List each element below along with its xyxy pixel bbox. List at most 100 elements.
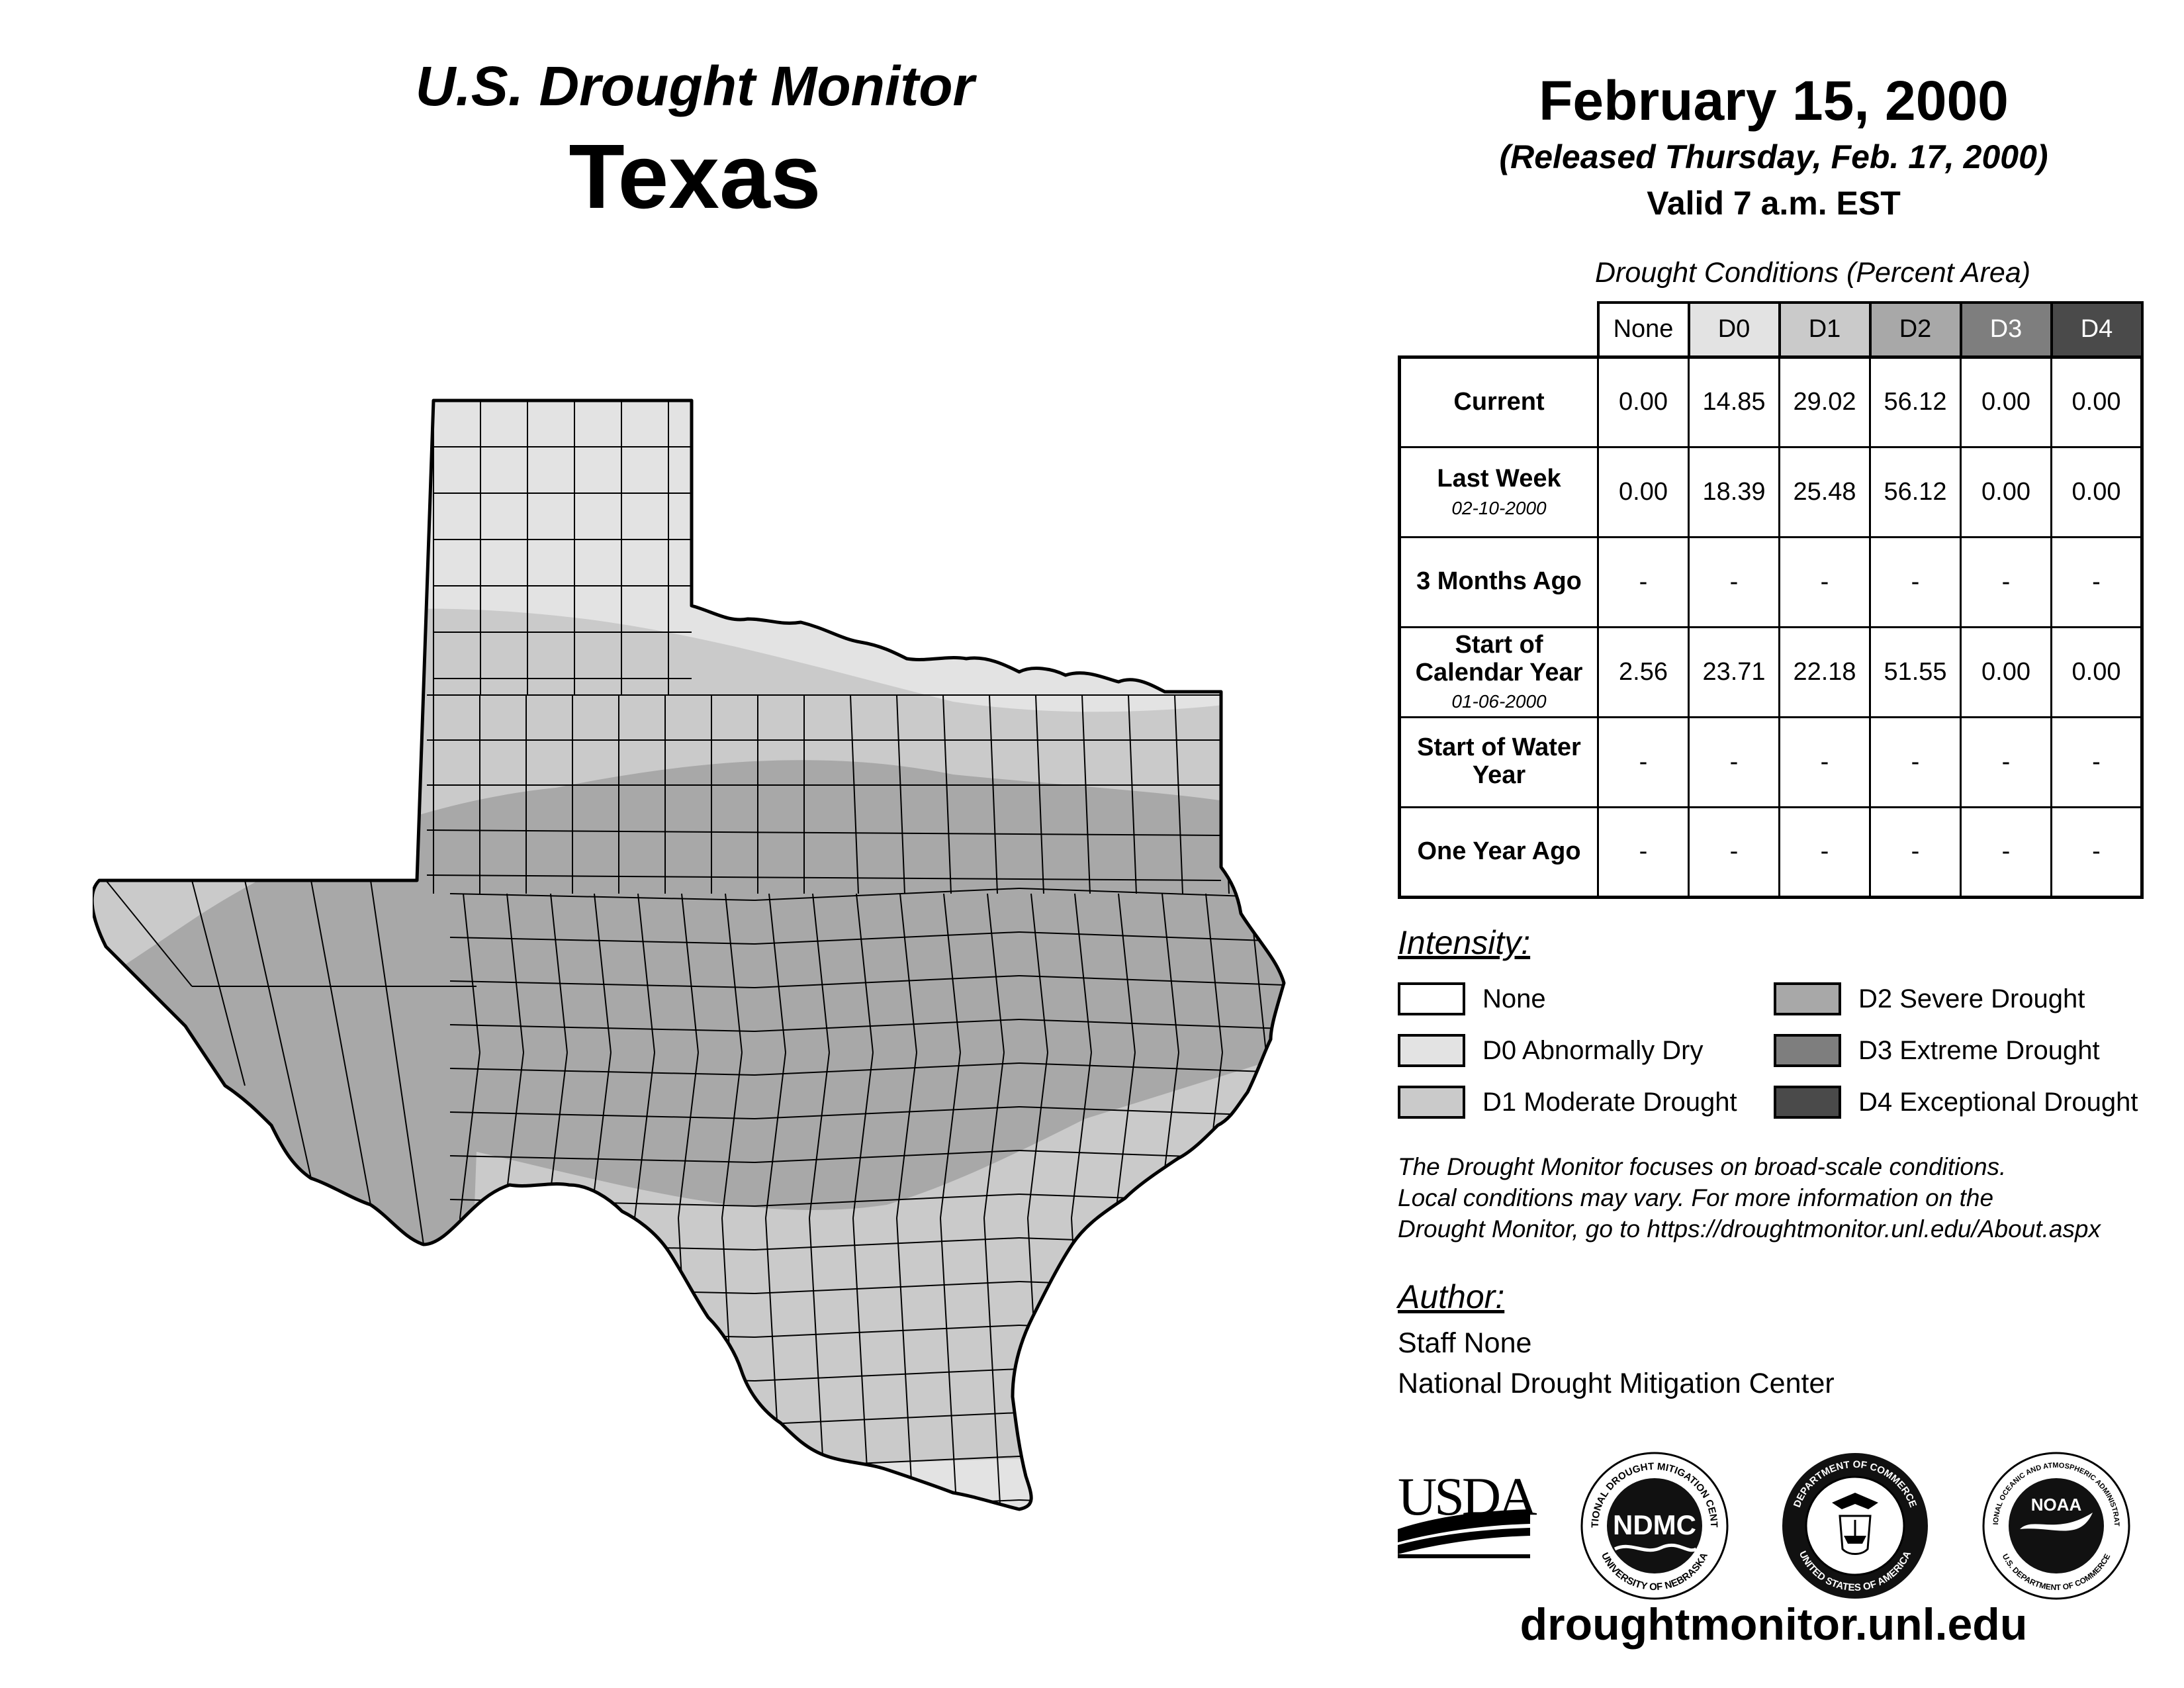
row-label-text: Start of Calendar Year [1415,630,1583,686]
col-header-none: None [1596,301,1690,358]
table-row: 3 Months Ago - - - - - - [1398,536,2143,628]
table-cell: 23.71 [1688,626,1780,718]
table-cell: - [1869,806,1962,898]
table-cell: 56.12 [1869,355,1962,448]
legend-swatch [1398,1034,1465,1067]
valid-time: Valid 7 a.m. EST [1647,185,1901,222]
col-header-d2: D2 [1868,301,1962,358]
row-label-text: One Year Ago [1417,837,1581,865]
row-label: Start of Water Year [1398,716,1599,808]
row-label-text: Start of Water Year [1417,733,1581,789]
table-cell: - [1869,536,1962,628]
table-cell: 22.18 [1778,626,1871,718]
author-name: Staff None [1398,1327,1532,1359]
row-label-date: 01-06-2000 [1451,691,1547,712]
note-line-1: The Drought Monitor focuses on broad-sca… [1398,1153,2007,1180]
table-cell: 29.02 [1778,355,1871,448]
eagle-icon [1832,1493,1878,1509]
table-cell: - [2050,806,2143,898]
legend-item: D2 Severe Drought [1774,980,2085,1018]
legend-label: D2 Severe Drought [1858,984,2085,1013]
table-corner [1399,303,1598,359]
table-cell: 0.00 [1960,445,2052,538]
noaa-logo: NATIONAL OCEANIC AND ATMOSPHERIC ADMINIS… [1980,1450,2130,1600]
table-cell: 0.00 [2050,445,2143,538]
row-label: Start of Calendar Year 01-06-2000 [1398,626,1599,718]
table-cell: 0.00 [1597,355,1690,448]
legend-swatch [1398,982,1465,1015]
d2-area [93,400,1285,1509]
legend-item: D0 Abnormally Dry [1398,1031,1703,1070]
monitor-subtitle: U.S. Drought Monitor [415,55,975,117]
intensity-title: Intensity: [1398,924,1531,961]
legend-item: None [1398,980,1546,1018]
release-date: (Released Thursday, Feb. 17, 2000) [1499,138,2048,175]
table-cell: 0.00 [1960,355,2052,448]
row-label-text: Last Week [1437,464,1561,492]
row-label: Last Week 02-10-2000 [1398,445,1599,538]
title-block: U.S. Drought Monitor Texas [331,53,1059,234]
texas-drought-map [93,399,1286,1511]
table-cell: 18.39 [1688,445,1780,538]
table-cell: 2.56 [1597,626,1690,718]
ndmc-logo: NATIONAL DROUGHT MITIGATION CENTER UNIVE… [1578,1450,1729,1600]
texas-outline [93,399,1286,1511]
legend-swatch [1398,1086,1465,1119]
row-label-text: Current [1453,387,1545,416]
table-row: Start of Calendar Year 01-06-2000 2.56 23.7… [1398,626,2143,718]
col-header-d1: D1 [1778,301,1872,358]
author-organization: National Drought Mitigation Center [1398,1368,1835,1399]
table-cell: 25.48 [1778,445,1871,538]
note-line-3: Drought Monitor, go to https://droughtmo… [1398,1215,2101,1243]
table-cell: - [1597,806,1690,898]
state-title: Texas [569,125,821,228]
table-cell: - [1597,536,1690,628]
table-cell: - [1688,806,1780,898]
table-cell: - [1869,716,1962,808]
usda-logo: USDA [1398,1466,1537,1558]
table-cell: - [1960,536,2052,628]
table-row: Current 0.00 14.85 29.02 56.12 0.00 0.00 [1398,355,2143,448]
row-label: Current [1398,355,1599,448]
legend-swatch [1774,982,1841,1015]
website-url[interactable]: droughtmonitor.unl.edu [1520,1599,2028,1650]
table-cell: - [1688,536,1780,628]
table-cell: - [1960,716,2052,808]
table-cell: - [2050,716,2143,808]
table-cell: 0.00 [2050,355,2143,448]
legend-label: D3 Extreme Drought [1858,1035,2100,1065]
table-row: One Year Ago - - - - - - [1398,806,2143,898]
noaa-wordmark: NOAA [2031,1495,2082,1515]
legend-label: D4 Exceptional Drought [1858,1087,2138,1117]
table-row: Start of Water Year - - - - - - [1398,716,2143,808]
table-cell: 0.00 [1597,445,1690,538]
seagull-icon [2020,1513,2093,1531]
table-cell: - [1778,716,1871,808]
table-cell: 0.00 [1960,626,2052,718]
col-header-d0: D0 [1687,301,1781,358]
table-cell: - [2050,536,2143,628]
legend-swatch [1774,1086,1841,1119]
col-header-d4: D4 [2050,301,2144,358]
legend-label: None [1482,984,1546,1013]
table-cell: 56.12 [1869,445,1962,538]
table-cell: - [1960,806,2052,898]
dept-of-commerce-seal: DEPARTMENT OF COMMERCE UNITED STATES OF … [1782,1453,1928,1599]
table-row: Last Week 02-10-2000 0.00 18.39 25.48 56.12 0.… [1398,445,2143,538]
row-label: 3 Months Ago [1398,536,1599,628]
legend-label: D0 Abnormally Dry [1482,1035,1704,1065]
table-cell: - [1778,806,1871,898]
table-cell: - [1688,716,1780,808]
legend-item: D1 Moderate Drought [1398,1083,1737,1121]
disclaimer-note: The Drought Monitor focuses on broad-sca… [1398,1152,2179,1245]
table-cell: 51.55 [1869,626,1962,718]
table-cell: - [1778,536,1871,628]
note-line-2: Local conditions may vary. For more info… [1398,1184,1994,1211]
d0-area-valley [609,1450,1285,1509]
legend-item: D3 Extreme Drought [1774,1031,2100,1070]
date-block: February 15, 2000 (Released Thursday, Fe… [1443,66,2105,228]
table-cell: 0.00 [2050,626,2143,718]
ndmc-wordmark: NDMC [1613,1509,1696,1540]
row-label-text: 3 Months Ago [1416,567,1582,596]
table-cell: 14.85 [1688,355,1780,448]
